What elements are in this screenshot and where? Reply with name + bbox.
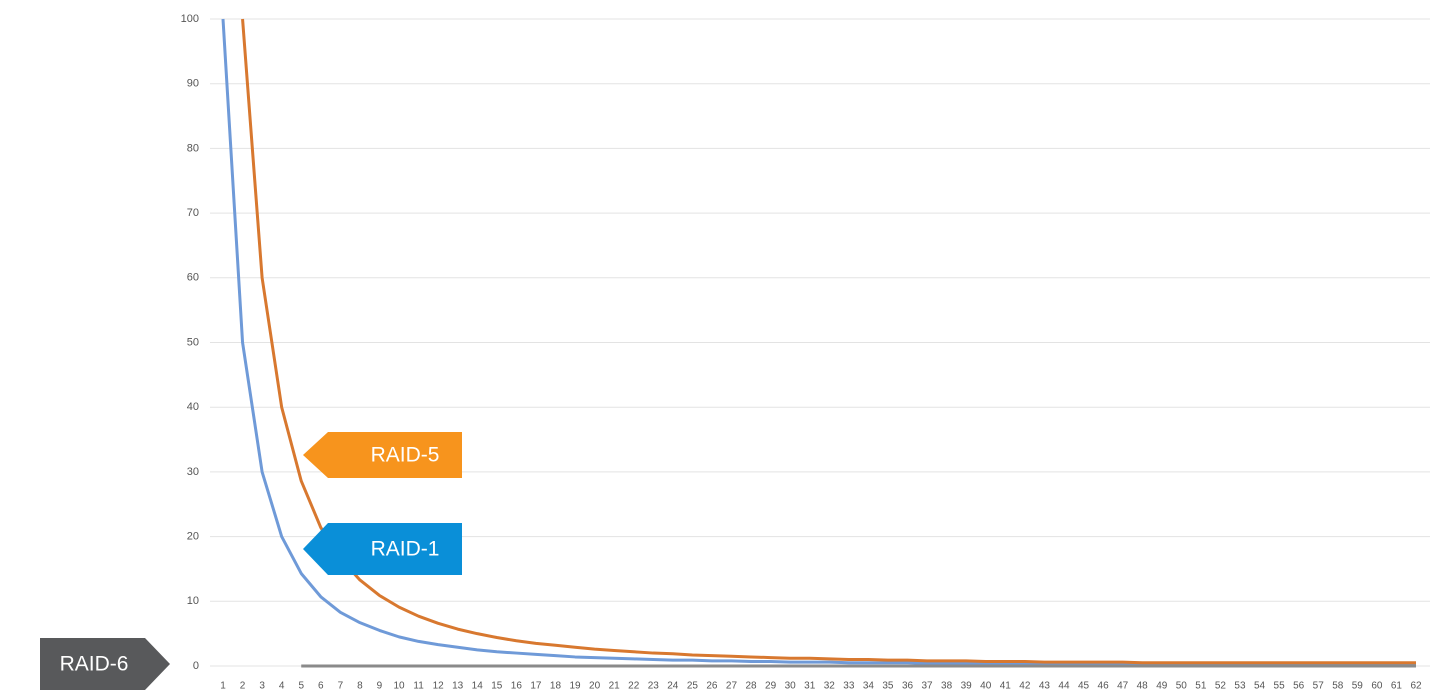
x-tick-label: 4 [279,681,285,692]
x-tick-label: 7 [338,681,344,692]
y-tick-label: 90 [187,78,199,90]
x-tick-label: 60 [1371,681,1383,692]
x-tick-label: 33 [843,681,855,692]
x-tick-label: 24 [667,681,679,692]
y-tick-label: 40 [187,401,199,413]
x-tick-label: 16 [511,681,523,692]
x-tick-label: 37 [922,681,934,692]
x-tick-label: 44 [1058,681,1070,692]
x-tick-label: 54 [1254,681,1266,692]
x-tick-label: 47 [1117,681,1129,692]
series-line [241,18,1416,665]
x-tick-label: 15 [491,681,503,692]
x-tick-label: 18 [550,681,562,692]
x-tick-label: 62 [1410,681,1422,692]
x-tick-label: 19 [569,681,581,692]
x-tick-label: 8 [357,681,363,692]
x-tick-label: 46 [1098,681,1110,692]
x-tick-label: 40 [980,681,992,692]
x-tick-label: 31 [804,681,816,692]
x-tick-label: 9 [377,681,383,692]
x-tick-label: 27 [726,681,738,692]
x-tick-label: 29 [765,681,777,692]
x-tick-label: 42 [1019,681,1031,692]
x-tick-label: 43 [1039,681,1051,692]
series-callout [40,638,170,690]
x-tick-label: 48 [1137,681,1149,692]
series-label: RAID-6 [60,653,129,676]
x-tick-label: 32 [824,681,836,692]
series-callout [303,523,462,575]
x-tick-label: 49 [1156,681,1168,692]
x-tick-label: 2 [240,681,246,692]
x-tick-label: 58 [1332,681,1344,692]
x-tick-label: 5 [298,681,304,692]
x-tick-label: 45 [1078,681,1090,692]
x-tick-label: 57 [1313,681,1325,692]
x-tick-label: 38 [941,681,953,692]
x-tick-label: 23 [648,681,660,692]
y-tick-label: 70 [187,207,199,219]
y-tick-label: 0 [193,660,199,672]
y-tick-label: 80 [187,142,199,154]
y-tick-label: 30 [187,466,199,478]
y-tick-label: 50 [187,336,199,348]
x-tick-label: 34 [863,681,875,692]
x-tick-label: 20 [589,681,601,692]
x-tick-label: 28 [745,681,757,692]
x-tick-label: 14 [472,681,484,692]
x-tick-label: 11 [413,681,424,692]
y-tick-label: 10 [187,595,199,607]
x-tick-label: 10 [393,681,405,692]
x-tick-label: 26 [706,681,718,692]
x-tick-label: 51 [1195,681,1207,692]
x-tick-label: 53 [1234,681,1246,692]
y-tick-label: 100 [181,13,199,25]
series-callout [303,432,462,478]
y-tick-label: 60 [187,272,199,284]
x-tick-label: 41 [1000,681,1012,692]
x-tick-label: 56 [1293,681,1305,692]
x-tick-label: 21 [609,681,621,692]
x-tick-label: 22 [628,681,640,692]
x-tick-label: 55 [1274,681,1286,692]
x-tick-label: 36 [902,681,914,692]
series-label: RAID-5 [371,444,440,467]
x-tick-label: 35 [882,681,894,692]
x-tick-label: 17 [530,681,542,692]
x-tick-label: 39 [961,681,973,692]
x-tick-label: 3 [259,681,265,692]
series-label: RAID-1 [371,538,440,561]
x-tick-label: 61 [1391,681,1403,692]
x-tick-label: 12 [433,681,445,692]
x-tick-label: 25 [687,681,699,692]
x-tick-label: 30 [785,681,797,692]
x-tick-label: 59 [1352,681,1364,692]
x-tick-label: 13 [452,681,464,692]
y-tick-label: 20 [187,531,199,543]
x-tick-label: 50 [1176,681,1188,692]
x-tick-label: 1 [220,681,226,692]
x-tick-label: 6 [318,681,324,692]
x-tick-label: 52 [1215,681,1227,692]
